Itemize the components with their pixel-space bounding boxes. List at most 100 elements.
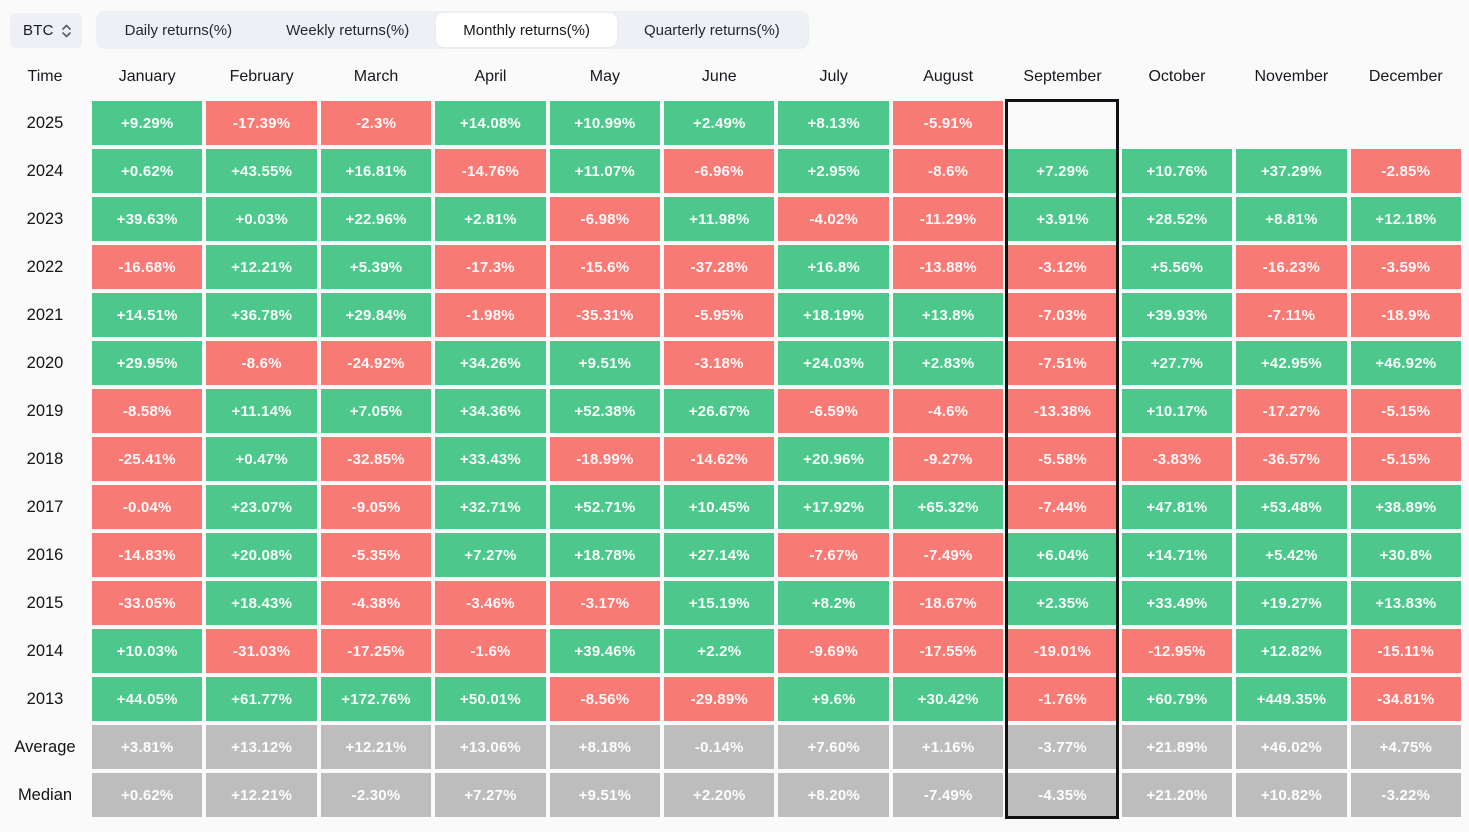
- return-cell-2022-january: -16.68%: [90, 243, 204, 291]
- return-cell-2015-october: +33.49%: [1120, 579, 1234, 627]
- return-value: -3.77%: [1007, 725, 1118, 769]
- return-cell-2022-october: +5.56%: [1120, 243, 1234, 291]
- return-cell-2015-november: +19.27%: [1234, 579, 1348, 627]
- return-cell-average-may: +8.18%: [548, 723, 662, 771]
- return-value: -18.67%: [892, 581, 1004, 625]
- return-cell-2019-december: -5.15%: [1349, 387, 1463, 435]
- return-cell-2014-january: +10.03%: [90, 627, 204, 675]
- return-cell-2018-october: -3.83%: [1120, 435, 1234, 483]
- symbol-label: BTC: [23, 22, 54, 39]
- return-value: +2.81%: [435, 197, 546, 241]
- return-cell-2015-january: -33.05%: [90, 579, 204, 627]
- return-cell-2017-december: +38.89%: [1349, 483, 1463, 531]
- return-cell-2016-june: +27.14%: [662, 531, 776, 579]
- return-value: -35.31%: [549, 293, 661, 337]
- return-value: -7.51%: [1007, 341, 1118, 385]
- return-cell-2013-april: +50.01%: [433, 675, 547, 723]
- return-cell-2018-december: -5.15%: [1349, 435, 1463, 483]
- return-cell-2025-october: [1120, 99, 1234, 147]
- return-value: +0.03%: [206, 197, 317, 241]
- return-cell-2021-december: -18.9%: [1349, 291, 1463, 339]
- column-header-may: May: [589, 68, 620, 85]
- return-cell-median-august: -7.49%: [891, 771, 1005, 819]
- return-value: -17.27%: [1236, 389, 1347, 433]
- return-value: -16.68%: [92, 245, 203, 289]
- return-cell-2017-october: +47.81%: [1120, 483, 1234, 531]
- return-value: -15.11%: [1350, 629, 1461, 673]
- return-value: +14.71%: [1121, 533, 1233, 577]
- return-cell-2023-february: +0.03%: [204, 195, 318, 243]
- return-cell-2015-february: +18.43%: [204, 579, 318, 627]
- return-cell-2022-may: -15.6%: [548, 243, 662, 291]
- return-value: -3.46%: [435, 581, 546, 625]
- return-cell-2013-july: +9.6%: [776, 675, 890, 723]
- tab-daily-returns[interactable]: Daily returns(%): [124, 21, 233, 39]
- return-cell-2025-july: +8.13%: [776, 99, 890, 147]
- return-cell-2024-october: +10.76%: [1120, 147, 1234, 195]
- return-value: +61.77%: [206, 677, 317, 721]
- return-cell-2016-december: +30.8%: [1349, 531, 1463, 579]
- return-cell-2016-january: -14.83%: [90, 531, 204, 579]
- return-value: -14.83%: [92, 533, 203, 577]
- return-cell-2019-august: -4.6%: [891, 387, 1005, 435]
- return-cell-median-october: +21.20%: [1120, 771, 1234, 819]
- return-value: +33.49%: [1121, 581, 1233, 625]
- return-cell-average-december: +4.75%: [1349, 723, 1463, 771]
- return-cell-2021-february: +36.78%: [204, 291, 318, 339]
- return-cell-2022-june: -37.28%: [662, 243, 776, 291]
- return-value: +30.42%: [892, 677, 1004, 721]
- return-value: +13.06%: [435, 725, 546, 769]
- return-value: +32.71%: [435, 485, 546, 529]
- return-cell-2021-january: +14.51%: [90, 291, 204, 339]
- return-value: +52.71%: [549, 485, 661, 529]
- return-cell-2019-november: -17.27%: [1234, 387, 1348, 435]
- return-value: -32.85%: [320, 437, 432, 481]
- tab-quarterly-returns[interactable]: Quarterly returns(%): [643, 21, 780, 39]
- tab-monthly-returns[interactable]: Monthly returns(%): [436, 13, 617, 47]
- return-cell-2019-june: +26.67%: [662, 387, 776, 435]
- return-cell-2015-april: -3.46%: [433, 579, 547, 627]
- return-value: +3.91%: [1007, 197, 1118, 241]
- return-cell-2015-july: +8.2%: [776, 579, 890, 627]
- return-cell-2018-april: +33.43%: [433, 435, 547, 483]
- return-value: +10.17%: [1121, 389, 1233, 433]
- return-cell-2019-february: +11.14%: [204, 387, 318, 435]
- return-value: -3.59%: [1350, 245, 1461, 289]
- return-cell-2013-december: -34.81%: [1349, 675, 1463, 723]
- return-value: +22.96%: [320, 197, 432, 241]
- return-cell-median-may: +9.51%: [548, 771, 662, 819]
- return-cell-2017-march: -9.05%: [319, 483, 433, 531]
- return-value: +36.78%: [206, 293, 317, 337]
- return-cell-2014-march: -17.25%: [319, 627, 433, 675]
- return-value: +8.81%: [1236, 197, 1347, 241]
- return-value: +8.20%: [778, 773, 889, 817]
- return-cell-2022-february: +12.21%: [204, 243, 318, 291]
- return-value: +39.46%: [549, 629, 661, 673]
- return-cell-2024-september: +7.29%: [1005, 147, 1119, 195]
- return-value: +16.8%: [778, 245, 889, 289]
- return-cell-2017-may: +52.71%: [548, 483, 662, 531]
- column-header-january: January: [118, 68, 176, 85]
- return-value: +172.76%: [320, 677, 432, 721]
- return-cell-2015-march: -4.38%: [319, 579, 433, 627]
- return-cell-2017-january: -0.04%: [90, 483, 204, 531]
- return-value: +44.05%: [92, 677, 203, 721]
- return-cell-2013-june: -29.89%: [662, 675, 776, 723]
- row-label-2015: 2015: [26, 593, 64, 612]
- return-cell-2013-march: +172.76%: [319, 675, 433, 723]
- return-cell-2018-november: -36.57%: [1234, 435, 1348, 483]
- return-value: +2.35%: [1007, 581, 1118, 625]
- return-cell-2025-june: +2.49%: [662, 99, 776, 147]
- symbol-selector[interactable]: BTC: [10, 13, 82, 48]
- return-cell-2017-august: +65.32%: [891, 483, 1005, 531]
- returns-period-tabs: Daily returns(%) Weekly returns(%) Monthly…: [95, 11, 809, 49]
- return-cell-2018-may: -18.99%: [548, 435, 662, 483]
- row-label-2013: 2013: [26, 689, 64, 708]
- return-cell-2016-july: -7.67%: [776, 531, 890, 579]
- tab-weekly-returns[interactable]: Weekly returns(%): [286, 21, 410, 39]
- time-column-header: Time: [27, 68, 63, 85]
- row-label-2022: 2022: [26, 257, 64, 276]
- return-value: -25.41%: [92, 437, 203, 481]
- return-cell-median-november: +10.82%: [1234, 771, 1348, 819]
- return-cell-average-february: +13.12%: [204, 723, 318, 771]
